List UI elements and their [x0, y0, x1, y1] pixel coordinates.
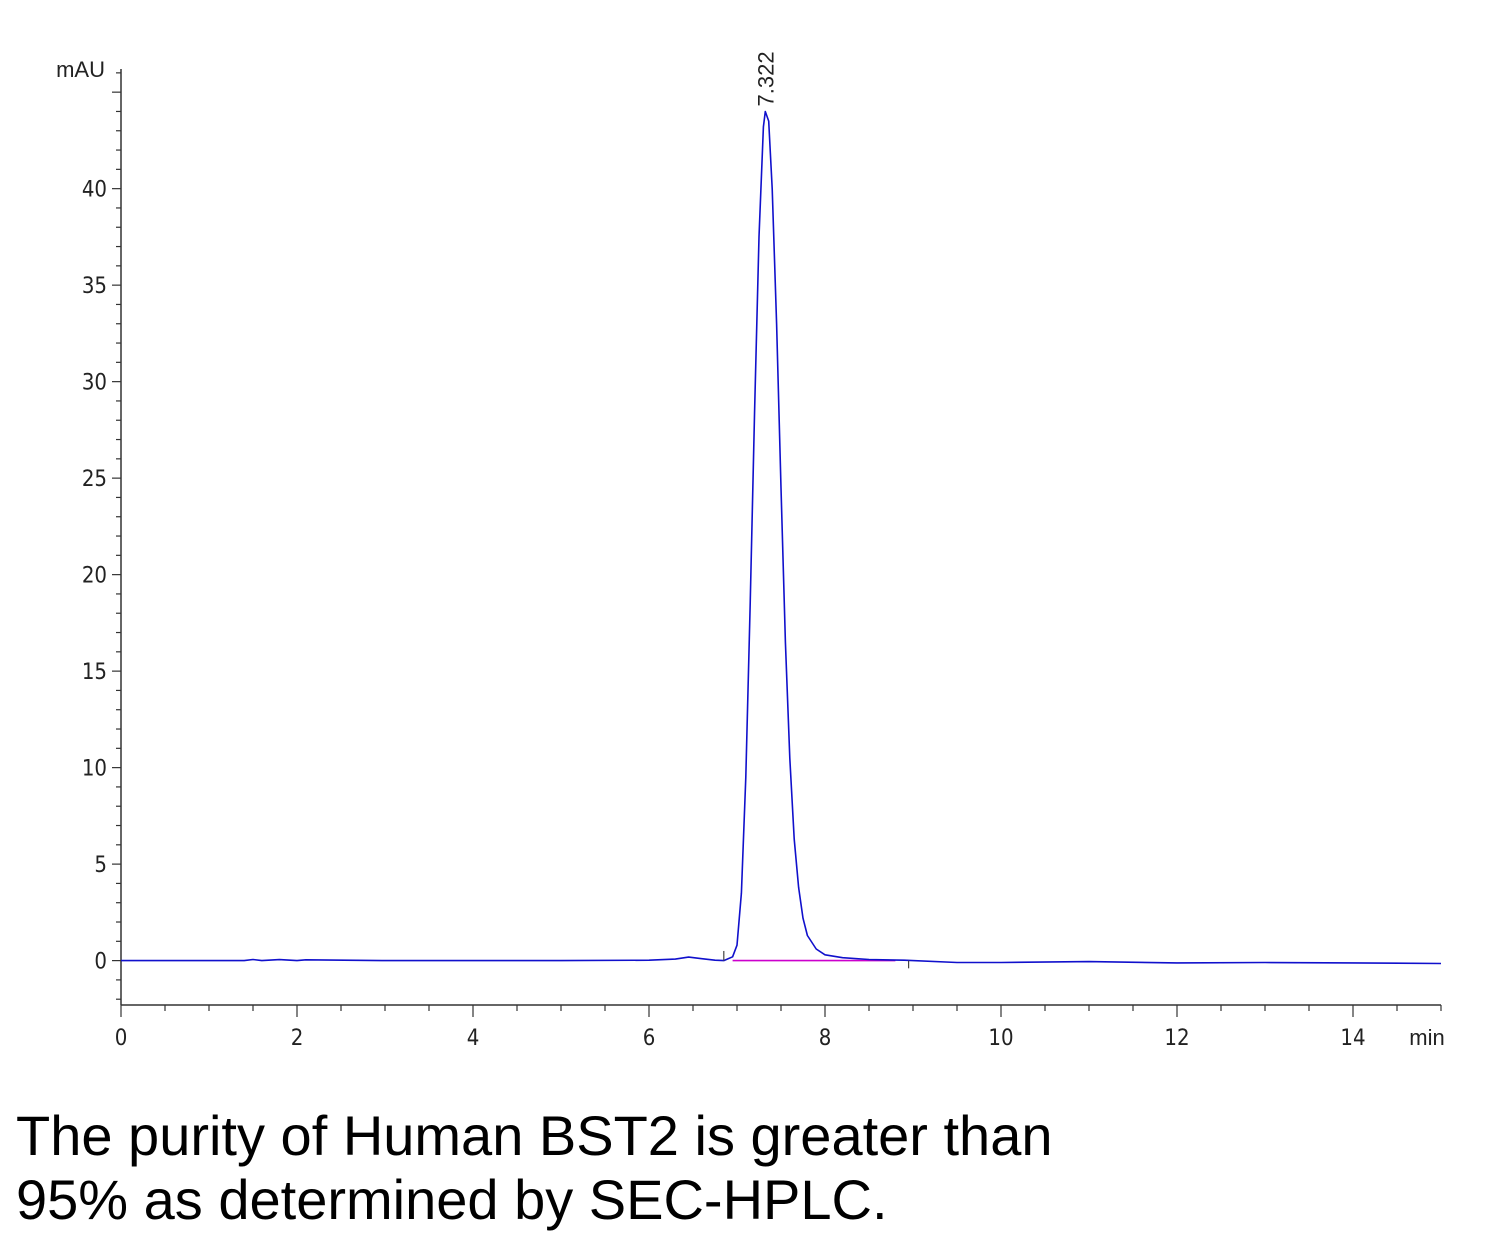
- x-tick-label: 4: [467, 1026, 480, 1051]
- y-tick-label: 0: [94, 950, 107, 975]
- y-tick-label: 25: [82, 467, 107, 492]
- x-tick-label: 6: [643, 1026, 656, 1051]
- x-tick-label: 8: [819, 1026, 832, 1051]
- x-axis-unit-label: min: [1409, 1025, 1444, 1050]
- y-tick-label: 15: [82, 660, 107, 685]
- x-tick-label: 10: [988, 1026, 1013, 1051]
- peak-retention-time-label: 7.322: [753, 51, 778, 106]
- caption-line-1: The purity of Human BST2 is greater than: [16, 1104, 1053, 1167]
- x-tick-label: 2: [291, 1026, 304, 1051]
- y-tick-label: 30: [82, 371, 107, 396]
- x-axis: 0 2 4 6 8 10 12 14: [115, 1004, 1442, 1051]
- figure-caption: The purity of Human BST2 is greater than…: [16, 1104, 1476, 1232]
- y-axis-unit-label: mAU: [56, 57, 105, 82]
- y-tick-label: 40: [82, 178, 107, 203]
- y-tick-label: 20: [82, 564, 107, 589]
- x-tick-label: 12: [1164, 1026, 1189, 1051]
- caption-line-2: 95% as determined by SEC-HPLC.: [16, 1168, 888, 1231]
- series-layer: [121, 110, 1442, 969]
- chromatogram-chart: 0 5 10 15 20 25 30 35 40 0 2 4 6 8 10 12 14 mAU min 7.3…: [56, 51, 1445, 1051]
- y-axis: 0 5 10 15 20 25 30 35 40: [82, 69, 122, 1005]
- y-tick-label: 10: [82, 757, 107, 782]
- y-tick-label: 5: [94, 853, 107, 878]
- chromatogram-trace: [121, 110, 1442, 965]
- x-tick-label: 0: [115, 1026, 128, 1051]
- y-tick-label: 35: [82, 274, 107, 299]
- x-tick-label: 14: [1340, 1026, 1365, 1051]
